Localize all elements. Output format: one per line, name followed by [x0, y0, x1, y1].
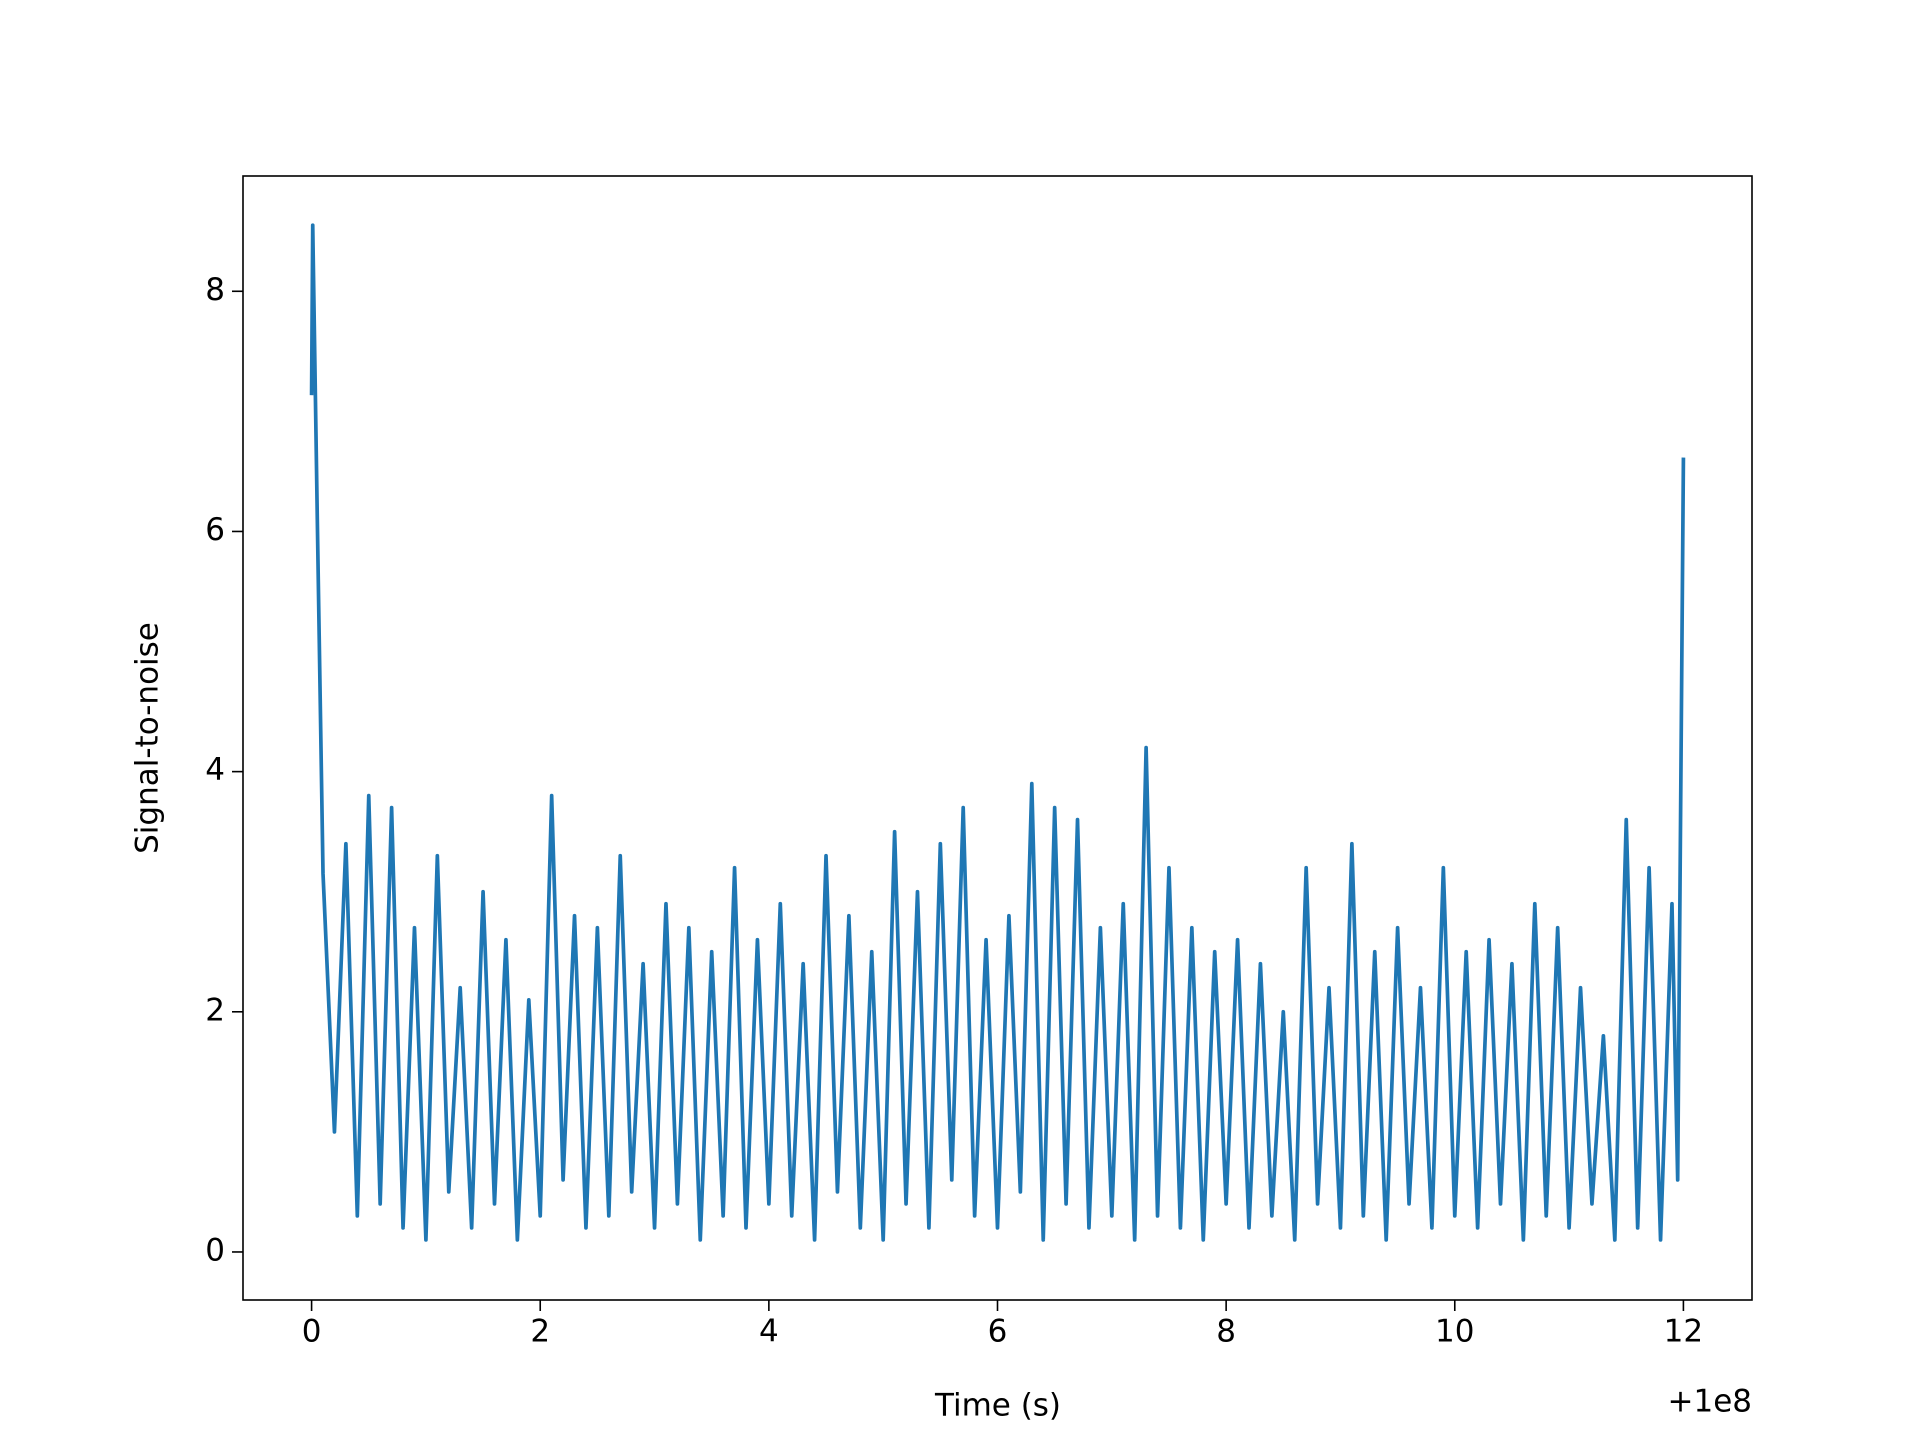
x-offset-label: +1e8 [1668, 1384, 1753, 1420]
x-tick-label: 10 [1435, 1314, 1474, 1350]
plot-frame [242, 175, 1753, 1301]
x-tick-label: 0 [302, 1314, 322, 1350]
x-tick-label: 2 [530, 1314, 550, 1350]
y-tick-label: 0 [205, 1232, 225, 1268]
x-tick-label: 6 [988, 1314, 1008, 1350]
x-tick-label: 12 [1664, 1314, 1703, 1350]
y-tick-label: 6 [205, 512, 225, 548]
x-tick-label: 4 [759, 1314, 779, 1350]
y-tick-label: 2 [205, 992, 225, 1028]
y-tick-label: 8 [205, 272, 225, 308]
x-tick-label: 8 [1216, 1314, 1236, 1350]
line-series [309, 223, 1686, 1242]
y-tick-label: 4 [205, 752, 225, 788]
x-axis-label: Time (s) [934, 1388, 1061, 1424]
y-axis-label: Signal-to-noise [130, 622, 166, 854]
